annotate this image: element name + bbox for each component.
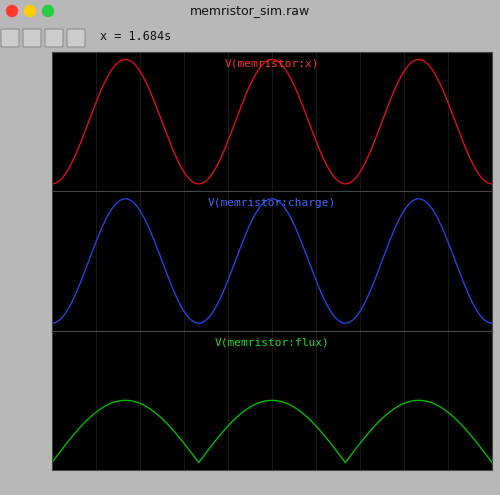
Text: V(memristor:charge): V(memristor:charge) [208, 198, 336, 208]
Text: V(memristor:x): V(memristor:x) [225, 59, 320, 69]
FancyBboxPatch shape [67, 29, 85, 47]
Circle shape [6, 5, 18, 16]
Text: V(memristor:flux): V(memristor:flux) [214, 338, 330, 347]
Circle shape [24, 5, 36, 16]
FancyBboxPatch shape [23, 29, 41, 47]
Text: x = 1.684s: x = 1.684s [100, 31, 171, 44]
Circle shape [42, 5, 54, 16]
Text: memristor_sim.raw: memristor_sim.raw [190, 4, 310, 17]
FancyBboxPatch shape [45, 29, 63, 47]
FancyBboxPatch shape [1, 29, 19, 47]
